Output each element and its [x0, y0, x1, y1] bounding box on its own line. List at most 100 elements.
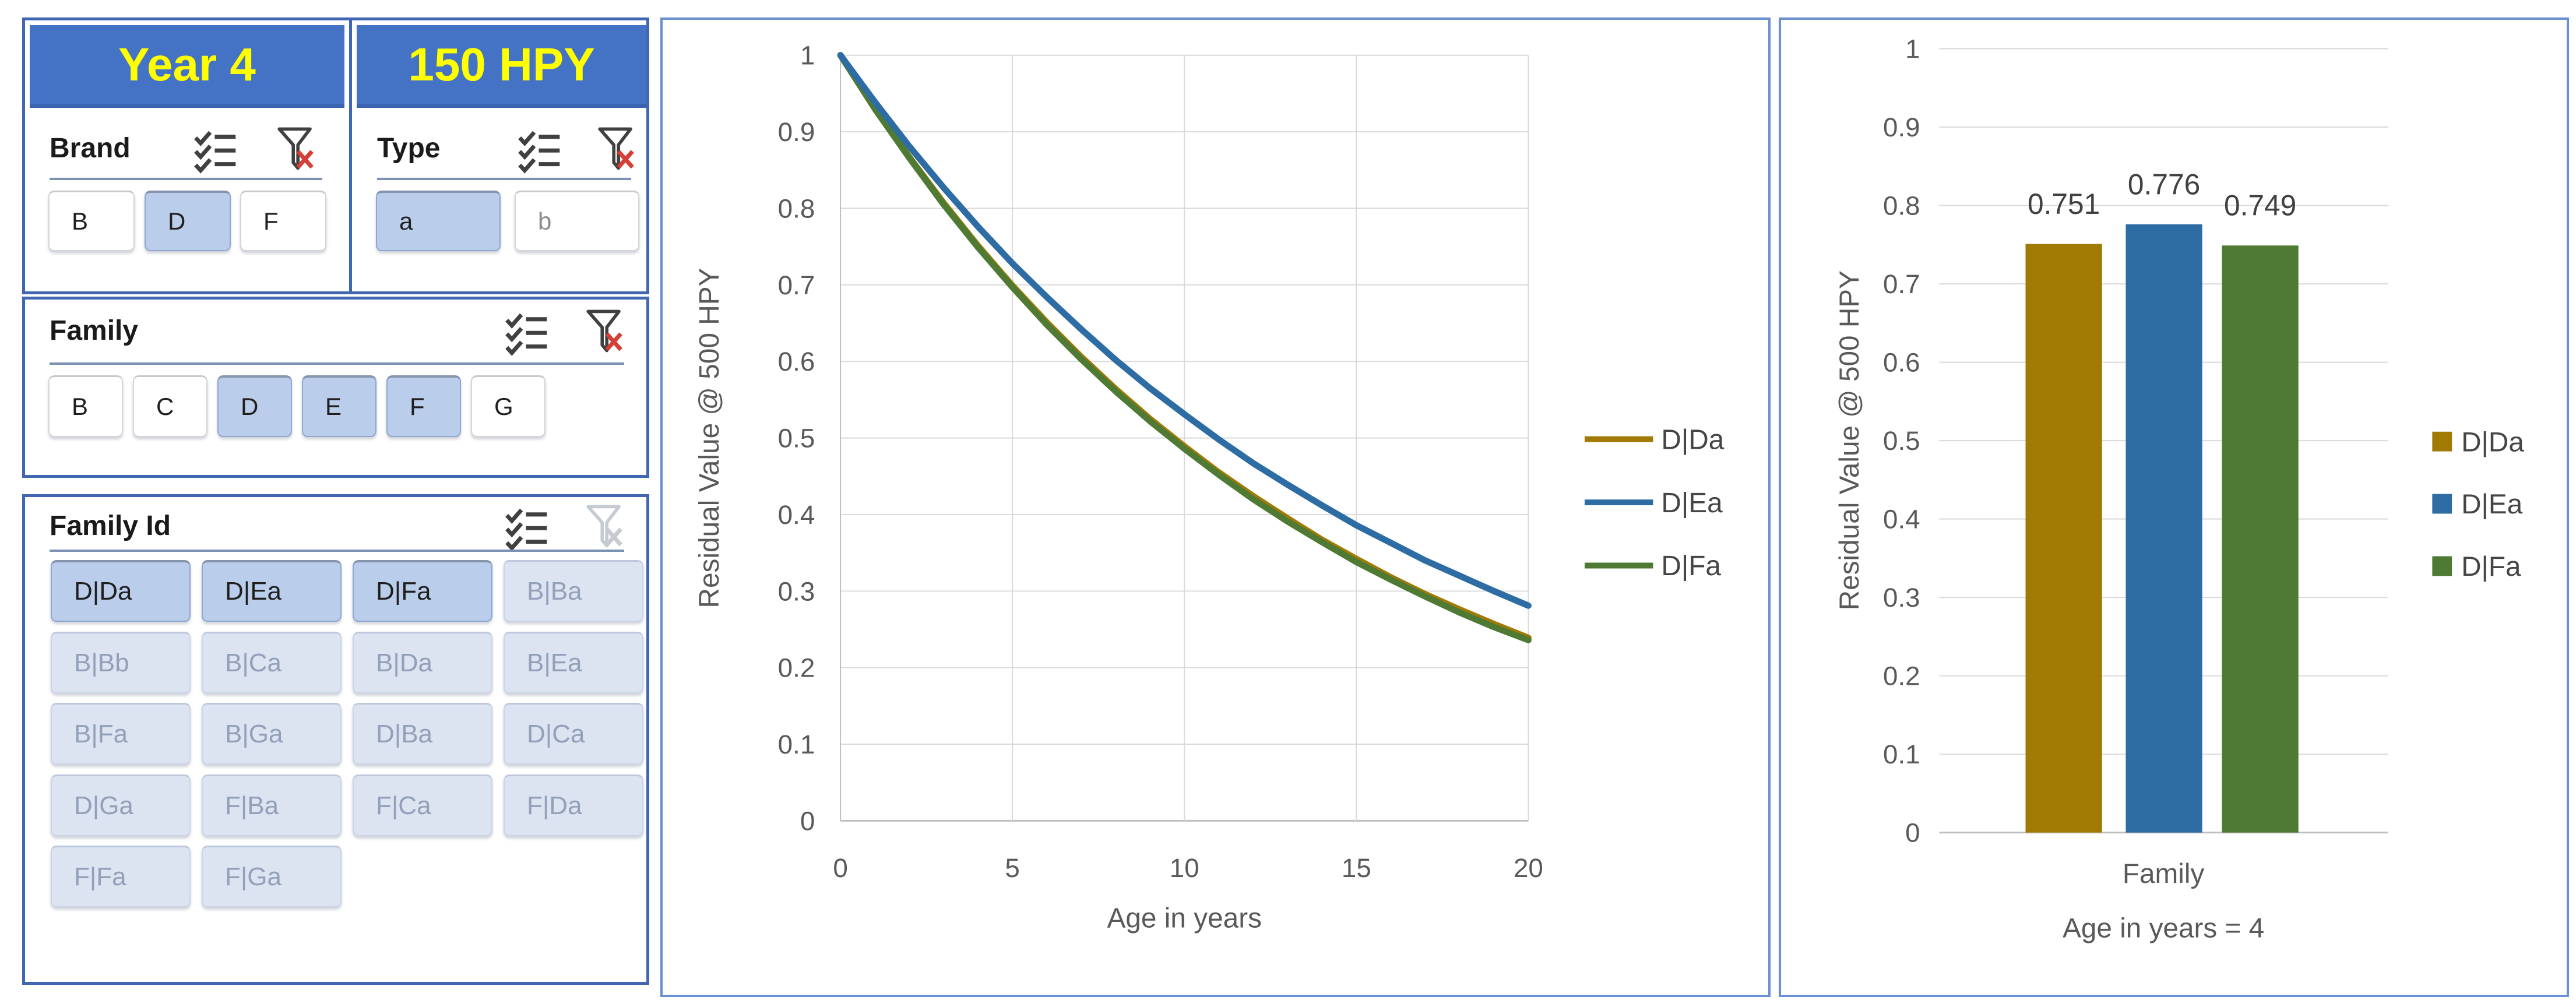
x-tick-label: 5 [1005, 853, 1019, 883]
slicer-item-F-Ga: F|Ga [202, 846, 342, 907]
slicer-item-F-Ca: F|Ca [353, 774, 492, 836]
slicer-item-B[interactable]: B [48, 375, 123, 437]
y-tick-label: 0.2 [1883, 661, 1920, 691]
y-tick-label: 0.5 [778, 424, 815, 453]
slicer-item-F[interactable]: F [386, 375, 461, 437]
slicer-item-B-Ca: B|Ca [202, 632, 342, 693]
slicer-header-separator [50, 178, 322, 180]
clear-filter-icon[interactable] [582, 308, 628, 354]
y-tick-label: 0.8 [1883, 191, 1920, 221]
line-chart: 1 0.9 0.8 0.7 0.6 0.5 0.4 0.3 0.2 0.1 00 5 10 15 20 Res… [694, 41, 1725, 934]
y-tick-label: 0.3 [778, 576, 815, 606]
y-tick-label: 1 [800, 41, 815, 71]
legend-label: D|Ea [1661, 488, 1723, 519]
slicer-item-D[interactable]: D [145, 191, 231, 251]
slicer-item-D-Fa[interactable]: D|Fa [353, 560, 492, 622]
legend-label: D|Da [1661, 424, 1724, 455]
x-axis-title: Age in years [1107, 903, 1262, 934]
legend-swatch [2432, 431, 2452, 452]
bar-D-Fa [2222, 245, 2299, 833]
x-tick-label: 15 [1342, 853, 1371, 883]
slicer-header-separator [50, 362, 624, 365]
slicer-item-F[interactable]: F [240, 191, 326, 251]
y-tick-label: 0.2 [778, 653, 815, 683]
hpy-header-tile: 150 HPY [357, 25, 646, 108]
slicer-item-F-Fa: F|Fa [51, 846, 191, 907]
slicer-item-b[interactable]: b [515, 191, 639, 251]
residual-value-bar-chart-panel: 1 0.9 0.8 0.7 0.6 0.5 0.4 0.3 0.2 0.1 0 0.751 0.776 0… [1779, 17, 2569, 997]
y-tick-label: 0.5 [1883, 426, 1920, 456]
series-line-D-Fa [837, 52, 1532, 643]
legend-label: D|Fa [2461, 551, 2521, 582]
y-tick-label: 0.7 [778, 270, 815, 300]
slicer-item-F-Da: F|Da [504, 774, 643, 836]
multi-select-icon[interactable] [193, 128, 238, 174]
bar-data-label: 0.776 [2128, 168, 2200, 200]
slicer-item-D-Ea[interactable]: D|Ea [202, 560, 342, 622]
multi-select-icon[interactable] [517, 128, 562, 174]
y-tick-label: 0.1 [1883, 740, 1920, 769]
clear-filter-icon[interactable] [594, 125, 639, 172]
family-id-slicer-title: Family Id [50, 510, 171, 541]
y-tick-label: 0.6 [1883, 348, 1920, 378]
slicer-item-B-Ba: B|Ba [504, 560, 643, 622]
legend-swatch [2432, 556, 2452, 576]
slicer-item-D[interactable]: D [217, 375, 292, 437]
bar-D-Ea [2125, 224, 2202, 833]
x-tick-label: 0 [833, 853, 847, 883]
slicer-item-C[interactable]: C [133, 375, 207, 437]
clear-filter-icon[interactable] [273, 125, 319, 172]
y-tick-label: 0.4 [1883, 505, 1920, 534]
bar-chart: 1 0.9 0.8 0.7 0.6 0.5 0.4 0.3 0.2 0.1 0 0.751 0.776 0… [1834, 34, 2524, 944]
slicer-item-G[interactable]: G [471, 375, 546, 437]
year-header-tile: Year 4 [30, 25, 344, 108]
slicer-item-B[interactable]: B [48, 191, 135, 251]
slicer-item-D-Da[interactable]: D|Da [51, 560, 191, 622]
legend-label: D|Da [2461, 427, 2524, 457]
slicer-item-B-Ga: B|Ga [202, 703, 342, 765]
slicer-item-B-Da: B|Da [353, 632, 492, 693]
x-axis-category-label: Family [2123, 858, 2205, 889]
slicer-item-a[interactable]: a [376, 191, 501, 251]
y-tick-label: 1 [1905, 34, 1920, 64]
y-axis-title: Residual Value @ 500 HPY [694, 268, 725, 608]
x-tick-label: 20 [1514, 853, 1543, 883]
y-tick-label: 0.7 [1883, 269, 1920, 299]
legend-label: D|Ea [2461, 489, 2523, 520]
series-line-D-Ea [837, 52, 1532, 609]
x-axis-filter-label: Age in years = 4 [2063, 913, 2264, 943]
multi-select-icon[interactable] [504, 310, 550, 357]
slicer-item-B-Bb: B|Bb [51, 632, 191, 693]
slicer-item-F-Ba: F|Ba [202, 774, 342, 836]
y-tick-label: 0 [800, 806, 815, 836]
slicer-item-E[interactable]: E [302, 375, 376, 437]
y-tick-label: 0 [1905, 818, 1920, 848]
y-tick-label: 0.9 [1883, 112, 1920, 142]
slicer-item-D-Ga: D|Ga [51, 774, 191, 836]
legend-label: D|Fa [1661, 551, 1721, 582]
bar-data-label: 0.751 [2028, 188, 2100, 220]
multi-select-icon[interactable] [504, 505, 550, 552]
slicer-item-B-Fa: B|Fa [51, 703, 191, 765]
bar-D-Da [2025, 244, 2102, 833]
y-tick-label: 0.1 [778, 730, 815, 759]
bar-data-label: 0.749 [2224, 189, 2296, 222]
slicer-item-D-Ba: D|Ba [353, 703, 492, 765]
clear-filter-icon [582, 503, 628, 550]
family-slicer-title: Family [50, 315, 139, 346]
residual-value-line-chart-panel: 1 0.9 0.8 0.7 0.6 0.5 0.4 0.3 0.2 0.1 0 0 5 10 15 20 Res… [660, 17, 1771, 997]
divider [349, 20, 352, 291]
family-id-slicer: Family Id D|Da D|Ea D|Fa B|Ba B|Bb B|Ca B|Da B|… [22, 494, 649, 985]
slicer-item-B-Ea: B|Ea [504, 632, 643, 693]
slicer-item-D-Ca: D|Ca [504, 703, 643, 765]
legend-swatch [2432, 494, 2452, 514]
slicer-header-separator [50, 550, 624, 552]
y-tick-label: 0.4 [778, 500, 815, 530]
y-tick-label: 0.3 [1883, 583, 1920, 612]
y-tick-label: 0.8 [778, 193, 815, 223]
y-tick-label: 0.9 [778, 117, 815, 147]
y-tick-label: 0.6 [778, 347, 815, 376]
